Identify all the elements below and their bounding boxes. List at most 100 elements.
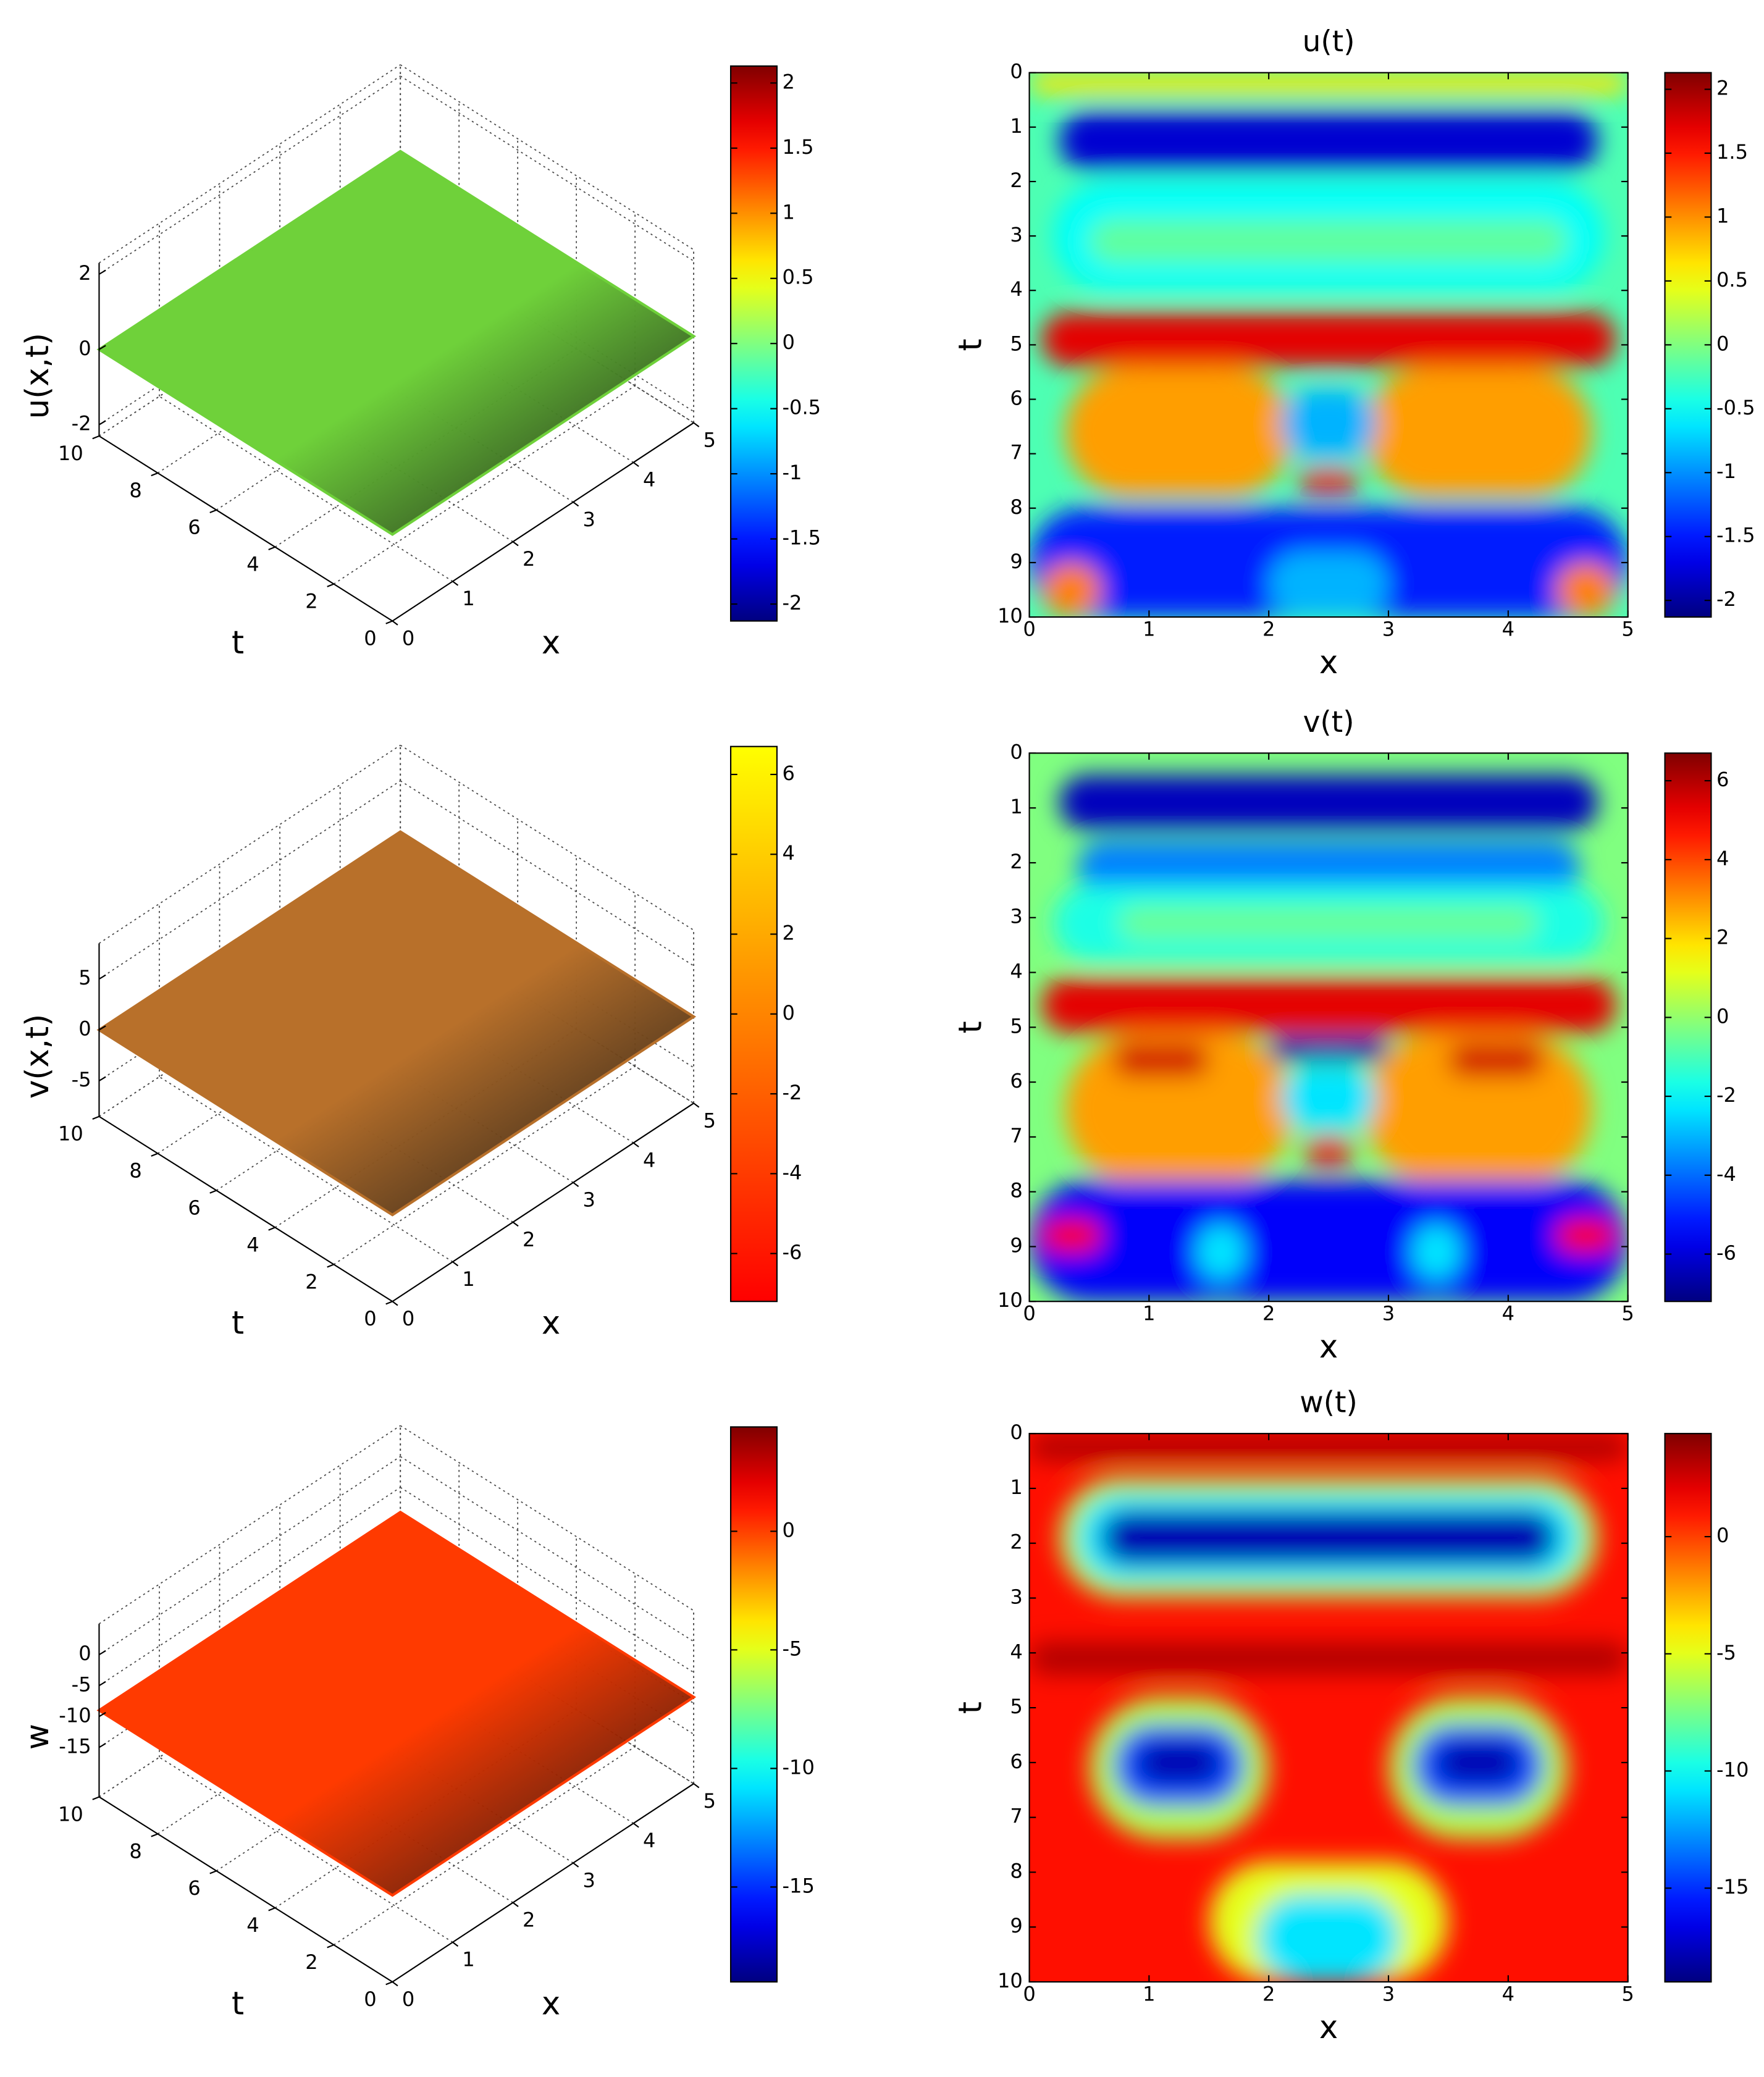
heatmap-region	[1256, 1894, 1401, 1982]
y-tick-label: 6	[1010, 1069, 1022, 1093]
heatmap-image	[1029, 753, 1628, 1302]
z-tick	[98, 1025, 106, 1031]
grid-line	[333, 385, 636, 585]
colorbar-tick-label: -4	[1716, 1162, 1736, 1186]
y-tick-label: 4	[246, 553, 259, 576]
x-tick	[452, 581, 459, 586]
x-tick-label: 4	[643, 1148, 655, 1172]
y-tick	[268, 546, 275, 550]
colorbar-tick-label: -2	[782, 1081, 802, 1104]
heatmap-region	[1029, 1642, 1628, 1675]
x-tick-label: 2	[523, 1908, 535, 1932]
colorbar-tick-label: -6	[782, 1241, 802, 1264]
colorbar-tick-label: 2	[1716, 77, 1729, 100]
colorbar-tick-label: 6	[782, 762, 794, 785]
heatmap-image	[1029, 1433, 1628, 1982]
heatmap-region	[1280, 1065, 1377, 1132]
heatmap-region	[1196, 1224, 1245, 1280]
y-tick-label: 5	[1010, 1695, 1022, 1718]
grid-line	[98, 75, 401, 275]
x-axis	[392, 422, 694, 622]
colorbar	[1664, 72, 1712, 618]
colorbar-tick-label: 0.5	[782, 266, 813, 289]
x-tick-label: 0	[402, 626, 414, 650]
heatmap-field	[1029, 774, 1628, 1302]
x-tick-label: 4	[643, 1829, 655, 1852]
grid-line	[98, 1487, 401, 1687]
y-tick-label: 2	[305, 1270, 317, 1293]
z-tick	[98, 1743, 106, 1748]
y-tick	[268, 1227, 275, 1231]
y-tick-label: 6	[188, 516, 200, 539]
z-tick	[98, 1680, 106, 1687]
x-tick-label: 0	[1023, 617, 1035, 640]
colorbar-tick-label: 0	[1716, 1004, 1729, 1028]
x-tick	[632, 1142, 639, 1148]
y-tick-label: 8	[1010, 1859, 1022, 1882]
y-tick-label: 6	[188, 1876, 200, 1900]
x-tick	[573, 1862, 579, 1868]
heatmap-region	[1119, 906, 1539, 940]
colorbar-tick-label: -2	[782, 591, 802, 615]
surface	[96, 1510, 697, 1897]
colorbar-tick-label: -6	[1716, 1241, 1736, 1265]
y-axis-label: t	[952, 1021, 989, 1033]
x-tick-label: 5	[1621, 617, 1634, 640]
colorbar-tick-label: 2	[1716, 926, 1729, 949]
y-axis-label: t	[232, 1985, 244, 2022]
colorbar	[1664, 752, 1712, 1303]
y-tick-label: 3	[1010, 223, 1022, 246]
colorbar-tick-label: -1.5	[782, 526, 821, 550]
x-tick-label: 3	[1382, 1302, 1395, 1325]
x-tick-label: 0	[1023, 1302, 1035, 1325]
y-tick-label: 4	[1010, 1640, 1022, 1663]
x-tick-label: 4	[1502, 1982, 1514, 2005]
x-tick	[392, 1981, 398, 1987]
y-tick-label: 2	[305, 1950, 317, 1974]
y-tick	[151, 1833, 158, 1837]
y-tick	[92, 1115, 99, 1120]
x-tick-label: 2	[1262, 1982, 1275, 2005]
z-tick-label: -15	[59, 1734, 91, 1758]
y-tick-label: 9	[1010, 1233, 1022, 1257]
z-axis-label: v(x,t)	[19, 1014, 56, 1099]
heatmap-field	[1029, 1433, 1628, 1982]
y-tick-label: 0	[1010, 1420, 1022, 1444]
y-axis-label: t	[232, 624, 244, 661]
box-edge	[98, 1425, 401, 1624]
z-tick-label: 0	[78, 337, 91, 360]
z-tick	[98, 269, 106, 275]
heatmap-region	[1059, 774, 1598, 830]
y-axis-label: t	[232, 1305, 244, 1342]
surface	[96, 149, 697, 536]
x-tick-label: 2	[1262, 1302, 1275, 1325]
x-tick-label: 1	[462, 587, 474, 610]
colorbar	[729, 1426, 778, 1983]
y-tick-label: 8	[1010, 1179, 1022, 1202]
x-tick	[632, 461, 639, 468]
x-axis-label: x	[1319, 1328, 1338, 1366]
grid-line	[333, 1065, 636, 1265]
x-axis-label: x	[1319, 644, 1338, 681]
colorbar-tick-label: -2	[1716, 587, 1736, 611]
x-tick-label: 5	[704, 1109, 716, 1132]
y-tick-label: 0	[364, 626, 376, 650]
y-tick	[209, 1870, 217, 1874]
x-axis-label: x	[542, 1985, 560, 2022]
x-tick-label: 3	[583, 508, 595, 531]
box-edge	[98, 744, 401, 944]
x-axis-label: x	[542, 1305, 560, 1342]
y-tick	[327, 1264, 334, 1268]
z-tick	[98, 1650, 106, 1656]
colorbar-tick-label: -2	[1716, 1083, 1736, 1107]
x-tick	[693, 1102, 700, 1108]
x-tick-label: 1	[462, 1267, 474, 1291]
x-tick	[573, 1181, 579, 1187]
heatmap-region	[1065, 366, 1293, 498]
y-tick-label: 7	[1010, 1805, 1022, 1828]
y-tick-label: 8	[129, 1839, 141, 1863]
y-tick-label: 9	[1010, 550, 1022, 573]
y-axis-label: t	[952, 1701, 989, 1714]
colorbar-tick-label: 0.5	[1716, 268, 1748, 292]
